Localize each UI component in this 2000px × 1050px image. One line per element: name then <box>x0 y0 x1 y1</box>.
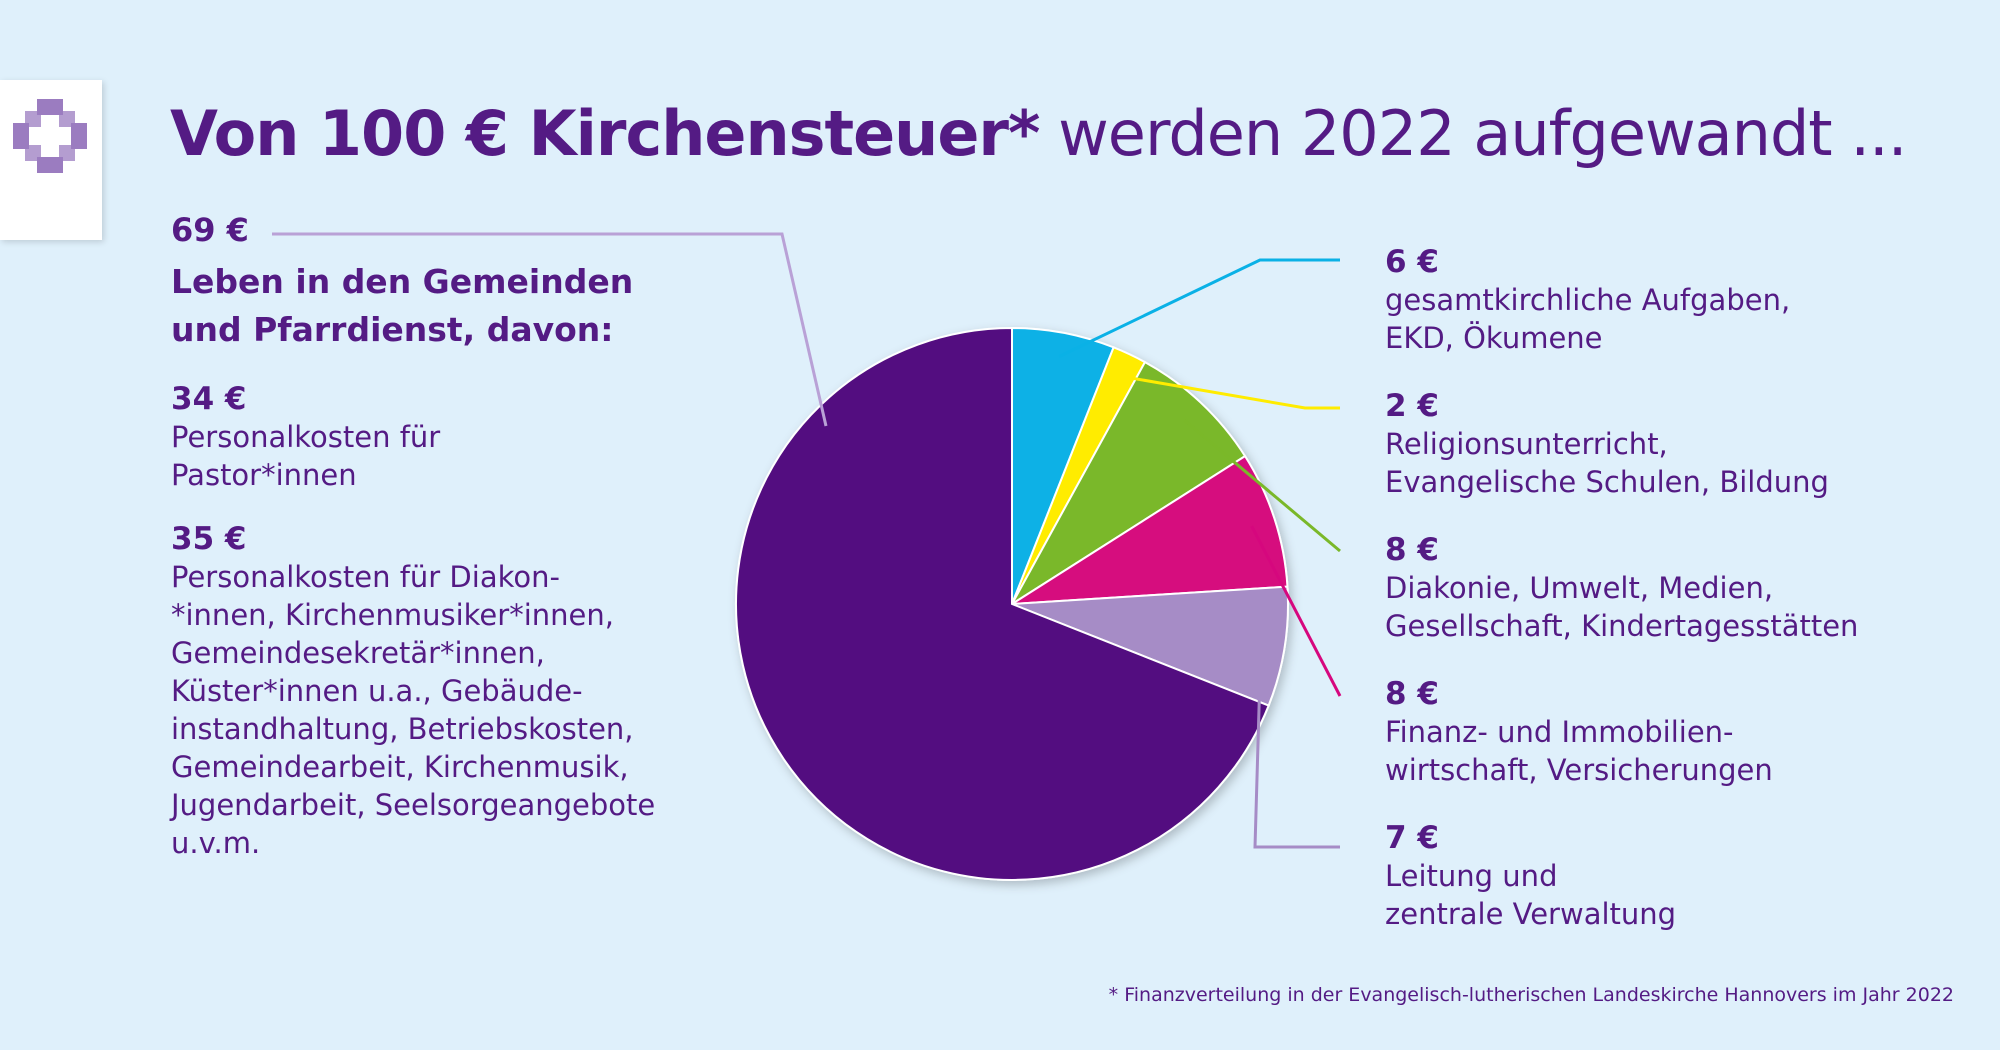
leader-line <box>1119 374 1340 410</box>
leader-line <box>272 232 828 427</box>
title-bold: Von 100 € Kirchensteuer* <box>170 97 1040 170</box>
category-amount: 8 € <box>1385 532 1439 568</box>
subitem-pastor: 34 € Personalkosten für Pastor*innen <box>171 380 731 494</box>
desc-line: Leitung und <box>1385 859 1558 893</box>
desc-line: EKD, Ökumene <box>1385 321 1603 355</box>
desc-line: gesamtkirchliche Aufgaben, <box>1385 283 1791 317</box>
page-title: Von 100 € Kirchensteuer* werden 2022 auf… <box>170 94 1907 174</box>
desc-line: Evangelische Schulen, Bildung <box>1385 465 1829 499</box>
subitem-amount: 34 € <box>171 381 247 417</box>
category-label-finanz: 8 € Finanz- und Immobilien- wirtschaft, … <box>1385 675 1965 789</box>
category-desc: Finanz- und Immobilien- wirtschaft, Vers… <box>1385 713 1965 789</box>
main-amount: 69 € <box>171 211 249 249</box>
desc-line: Pastor*innen <box>171 458 357 492</box>
logo-box <box>0 80 102 240</box>
category-desc: Diakonie, Umwelt, Medien, Gesellschaft, … <box>1385 569 1965 645</box>
desc-line: Gemeindesekretär*innen, <box>171 636 545 670</box>
main-category: 69 € Leben in den Gemeinden und Pfarrdie… <box>171 210 731 862</box>
footnote: * Finanzverteilung in der Evangelisch-lu… <box>1108 984 1954 1006</box>
desc-line: Küster*innen u.a., Gebäude- <box>171 674 583 708</box>
leader-line <box>1253 643 1340 849</box>
main-label-line: und Pfarrdienst, davon: <box>171 310 614 349</box>
category-desc: Religionsunterricht, Evangelische Schule… <box>1385 425 1965 501</box>
desc-line: zentrale Verwaltung <box>1385 897 1677 931</box>
category-desc: gesamtkirchliche Aufgaben, EKD, Ökumene <box>1385 281 1965 357</box>
category-amount: 7 € <box>1385 820 1439 856</box>
leader-line <box>1058 258 1340 358</box>
desc-line: Personalkosten für <box>171 420 441 454</box>
desc-line: Gemeindearbeit, Kirchenmusik, <box>171 750 629 784</box>
pie-slice <box>735 326 1270 881</box>
desc-line: instandhaltung, Betriebskosten, <box>171 712 634 746</box>
desc-line: *innen, Kirchenmusiker*innen, <box>171 598 614 632</box>
subitem-desc: Personalkosten für Pastor*innen <box>171 418 731 494</box>
category-amount: 6 € <box>1385 244 1439 280</box>
desc-line: Finanz- und Immobilien- <box>1385 715 1734 749</box>
desc-line: Jugendarbeit, Seelsorgeangebote <box>171 788 656 822</box>
leader-line <box>1250 525 1342 697</box>
cross-icon <box>13 99 87 173</box>
desc-line: Personalkosten für Diakon- <box>171 560 560 594</box>
category-label-religion: 2 € Religionsunterricht, Evangelische Sc… <box>1385 387 1965 501</box>
desc-line: Gesellschaft, Kindertagesstätten <box>1385 609 1859 643</box>
category-label-diakonie: 8 € Diakonie, Umwelt, Medien, Gesellscha… <box>1385 531 1965 645</box>
pie-slice <box>1011 585 1289 707</box>
desc-line: u.v.m. <box>171 826 261 860</box>
category-amount: 8 € <box>1385 676 1439 712</box>
pie-slice <box>1011 454 1289 605</box>
category-label-leitung: 7 € Leitung und zentrale Verwaltung <box>1385 819 1965 933</box>
leader-line <box>1183 419 1341 553</box>
subitem-other-staff: 35 € Personalkosten für Diakon- *innen, … <box>171 520 731 862</box>
desc-line: wirtschaft, Versicherungen <box>1385 753 1773 787</box>
desc-line: Diakonie, Umwelt, Medien, <box>1385 571 1774 605</box>
category-label-gesamtkirchlich: 6 € gesamtkirchliche Aufgaben, EKD, Ökum… <box>1385 243 1965 357</box>
title-rest: werden 2022 aufgewandt ... <box>1058 97 1907 170</box>
main-label-line: Leben in den Gemeinden <box>171 262 634 301</box>
main-label: Leben in den Gemeinden und Pfarrdienst, … <box>171 258 731 354</box>
desc-line: Religionsunterricht, <box>1385 427 1668 461</box>
subitem-desc: Personalkosten für Diakon- *innen, Kirch… <box>171 558 731 862</box>
category-desc: Leitung und zentrale Verwaltung <box>1385 857 1965 933</box>
subitem-amount: 35 € <box>171 521 247 557</box>
category-amount: 2 € <box>1385 388 1439 424</box>
